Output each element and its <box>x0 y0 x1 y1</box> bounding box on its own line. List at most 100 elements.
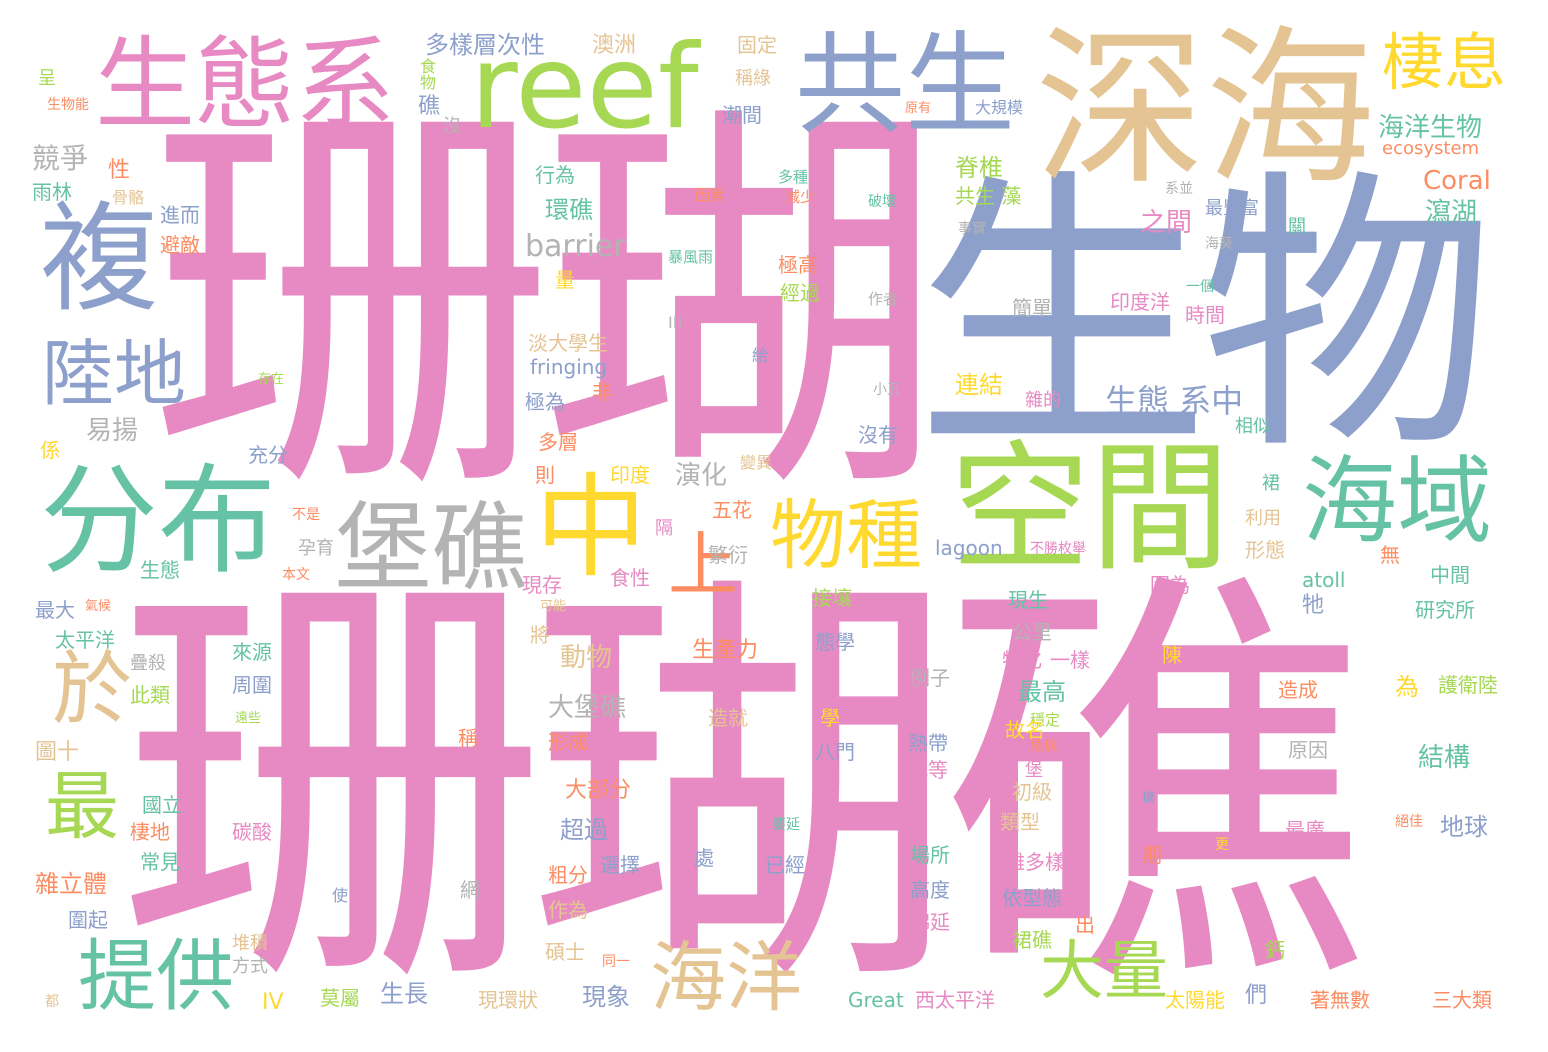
word-cloud-word: 同一 <box>602 954 630 970</box>
word-cloud-word: 太平洋 <box>55 628 115 652</box>
word-cloud-word: 量 <box>555 268 575 292</box>
word-cloud-word: 中間 <box>1430 563 1470 587</box>
word-cloud-word: 一個 <box>1186 279 1214 295</box>
word-cloud-word: 海洋生物 <box>1378 113 1483 143</box>
word-cloud-word: 印度洋 <box>1110 290 1170 314</box>
word-cloud-word: 作為 <box>548 898 588 922</box>
word-cloud-word: 遠些 <box>235 711 262 726</box>
word-cloud-word: 脊椎 <box>955 154 1003 182</box>
word-cloud-word: 造成 <box>1278 678 1318 702</box>
word-cloud-word: IV <box>262 990 284 1015</box>
word-cloud-word: 最豐富 <box>1205 198 1259 219</box>
word-cloud-word: 擴 <box>1142 791 1156 806</box>
word-cloud-word: 存在 <box>258 372 285 387</box>
word-cloud-word: 因素 <box>695 186 726 204</box>
word-cloud-word: 態學 <box>815 630 855 654</box>
word-cloud-word: 陳 <box>1162 643 1182 667</box>
word-cloud-word: 此等 <box>908 758 948 782</box>
word-cloud-word: 充分 <box>248 443 288 467</box>
word-cloud-word: 碳酸 <box>232 820 272 844</box>
word-cloud-word: 印度 <box>610 463 650 487</box>
word-cloud-word: 本文 <box>282 567 310 583</box>
word-cloud-word: 簡單 <box>1012 296 1052 320</box>
word-cloud-word: 利用 <box>1245 508 1281 529</box>
word-cloud-word: 結構 <box>1418 743 1471 773</box>
word-cloud-word: 接壤 <box>812 586 852 610</box>
word-cloud-word: 動物 <box>560 643 613 673</box>
word-cloud-word: 造就 <box>708 706 748 730</box>
word-cloud-word: reef <box>470 20 699 155</box>
word-cloud-word: 於 <box>52 643 132 736</box>
word-cloud-word: 粗分 <box>548 863 588 887</box>
word-cloud-word: 破壞 <box>868 194 896 210</box>
word-cloud-word: 礁 <box>418 94 441 119</box>
word-cloud-word: 給 <box>752 346 769 365</box>
word-cloud-word: 非 <box>592 380 612 404</box>
word-cloud-word: 出 <box>1075 913 1095 937</box>
word-cloud-word: 牠 <box>1302 593 1325 618</box>
word-cloud-word: 共生 藻 <box>955 184 1022 208</box>
word-cloud-word: barrier <box>525 229 626 264</box>
word-cloud-word: 隔 <box>655 518 673 539</box>
word-cloud-word: 雜立體 <box>35 870 107 898</box>
word-cloud-word: 時間 <box>1185 303 1225 327</box>
word-cloud-word: 不勝枚舉 <box>1030 541 1086 557</box>
word-cloud-word: 珊瑚 <box>150 71 946 543</box>
word-cloud-word: 圖十 <box>35 740 80 765</box>
word-cloud-word: 稱 <box>458 726 478 750</box>
word-cloud-word: 事實 <box>958 221 986 237</box>
word-cloud-word: 性 <box>108 158 131 183</box>
word-cloud-word: 裙礁 <box>1012 928 1052 952</box>
word-cloud-word: 澳洲 <box>592 33 637 58</box>
word-cloud-word: 現生 <box>1008 588 1048 612</box>
word-cloud-word: 公里 <box>1012 620 1052 644</box>
word-cloud-word: 碩士 <box>545 940 585 964</box>
word-cloud-word: 淡大學生 <box>528 331 608 355</box>
word-cloud-word: 大堡礁 <box>548 693 627 723</box>
word-cloud-word: 棲地 <box>130 820 170 844</box>
word-cloud-word: 行為 <box>535 163 575 187</box>
word-cloud-word: 生態 <box>140 558 180 582</box>
word-cloud-word: 已經 <box>765 853 805 877</box>
word-cloud-word: 固定 <box>737 33 777 57</box>
word-cloud-word: 雨林 <box>32 180 72 204</box>
word-cloud-word: 們 <box>1245 983 1268 1008</box>
word-cloud-word: 熱帶 <box>908 731 948 755</box>
word-cloud-word: 更 <box>1215 837 1229 853</box>
word-cloud-word: III <box>668 313 683 332</box>
word-cloud-word: 關 <box>1288 216 1306 237</box>
word-cloud-word: 避敵 <box>160 233 200 257</box>
word-cloud-word: 海葵 <box>1205 236 1233 252</box>
word-cloud-word: 期 <box>1142 843 1162 867</box>
word-cloud-word: 深海 <box>1035 11 1376 209</box>
word-cloud-word: 變異 <box>740 453 773 472</box>
word-cloud-word: 可能 <box>540 599 567 614</box>
word-cloud-word: 競爭 <box>32 142 89 175</box>
word-cloud-word: 係 <box>40 438 60 462</box>
word-cloud-word: 為 <box>1395 673 1419 701</box>
word-cloud-word: 易揚 <box>86 416 139 446</box>
word-cloud-word: 裙 <box>1262 473 1280 494</box>
word-cloud-word: 骨骼 <box>112 188 145 207</box>
word-cloud-word: ecosystem <box>1382 138 1480 159</box>
word-cloud-word: 最大 <box>35 598 75 622</box>
word-cloud-word: Coral <box>1423 166 1491 196</box>
word-cloud-word: 初級 <box>1012 780 1052 804</box>
word-cloud-word: 沒有 <box>858 423 898 447</box>
word-cloud-word: 原有 <box>905 101 932 116</box>
word-cloud-word: 海域 <box>1302 447 1493 557</box>
word-cloud-word: 作者 <box>868 290 899 308</box>
word-cloud-word: 最 <box>45 764 119 850</box>
word-cloud-word: 最高 <box>1018 678 1066 706</box>
word-cloud-word: 無 <box>1380 543 1400 567</box>
word-cloud-word: 之間 <box>1140 208 1193 238</box>
word-cloud-word: 瀉湖 <box>1425 198 1478 228</box>
word-cloud-word: 因為 <box>1150 573 1190 597</box>
word-cloud-word: fringing <box>530 355 608 379</box>
word-cloud-word: 此類 <box>130 683 170 707</box>
word-cloud-word: lagoon <box>935 536 1003 560</box>
word-cloud-word: 依型態 <box>1002 886 1062 910</box>
word-cloud-word: 形成 <box>548 730 588 754</box>
word-cloud-word: 複 <box>40 190 159 328</box>
word-cloud-word: 高度 <box>910 878 950 902</box>
